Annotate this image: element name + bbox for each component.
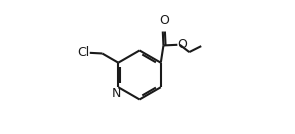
Text: N: N bbox=[112, 87, 121, 100]
Text: O: O bbox=[159, 14, 169, 27]
Text: O: O bbox=[178, 38, 188, 51]
Text: Cl: Cl bbox=[77, 46, 89, 59]
